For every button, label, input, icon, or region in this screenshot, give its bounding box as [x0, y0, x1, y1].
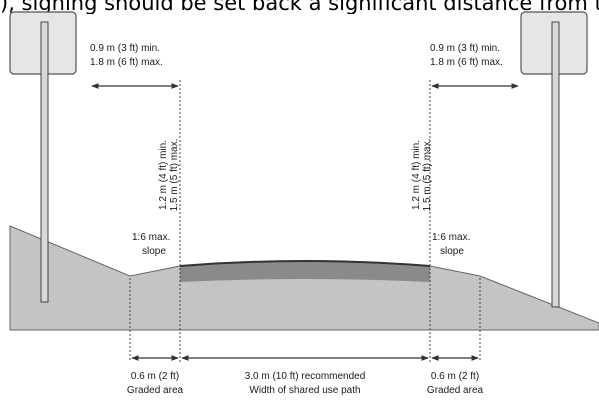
right-vertical-max: 1.5 m (5 ft) max.	[422, 139, 433, 212]
right-graded-label: Graded area	[427, 385, 484, 396]
path-width-label: Width of shared use path	[249, 385, 360, 396]
left-clearance-min: 0.9 m (3 ft) min.	[90, 43, 160, 54]
right-graded-width: 0.6 m (2 ft)	[431, 371, 479, 382]
left-slope-ratio: 1:6 max.	[132, 232, 170, 243]
right-slope-word: slope	[440, 246, 464, 257]
left-vertical-max: 1.5 m (5 ft) max.	[169, 139, 180, 212]
left-sign-post	[40, 21, 49, 303]
right-vertical-min: 1.2 m (4 ft) min.	[411, 140, 422, 210]
left-slope-word: slope	[142, 246, 166, 257]
path-surface	[180, 261, 430, 282]
right-clearance-max: 1.8 m (6 ft) max.	[430, 57, 503, 68]
left-graded-width: 0.6 m (2 ft)	[131, 371, 179, 382]
right-sign-post	[551, 21, 560, 308]
left-graded-label: Graded area	[127, 385, 184, 396]
right-slope-ratio: 1:6 max.	[432, 232, 470, 243]
cropped-heading: ), signing should be set back a signific…	[0, 0, 599, 14]
heading-text: ), signing should be set back a signific…	[0, 0, 599, 14]
path-surface-top	[179, 260, 431, 267]
path-width-value: 3.0 m (10 ft) recommended	[245, 371, 366, 382]
left-clearance-max: 1.8 m (6 ft) max.	[90, 57, 163, 68]
left-vertical-min: 1.2 m (4 ft) min.	[158, 140, 169, 210]
right-clearance-min: 0.9 m (3 ft) min.	[430, 43, 500, 54]
